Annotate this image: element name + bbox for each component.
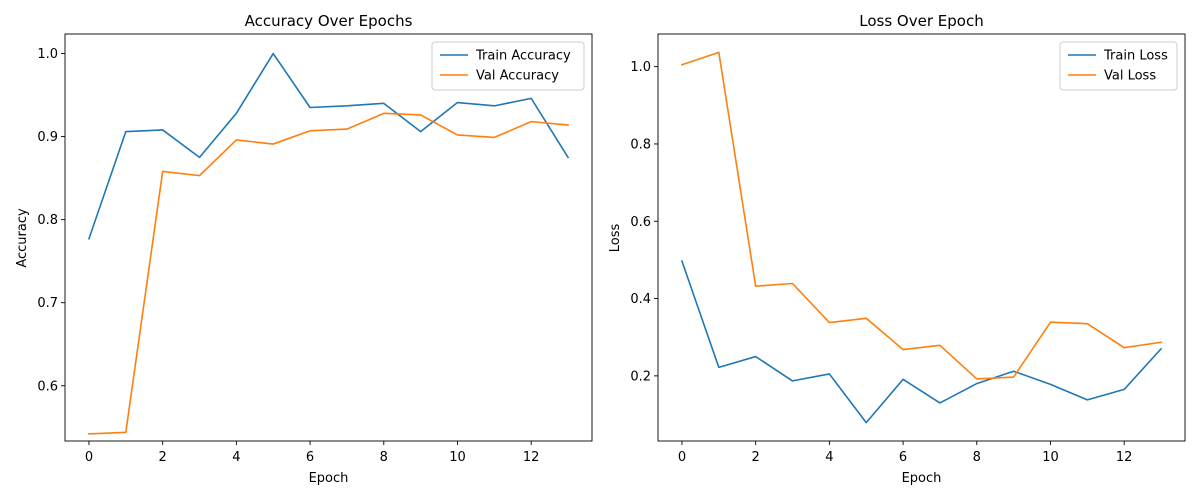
legend-box [1059, 41, 1178, 91]
y-tick-label: 0.7 [37, 296, 58, 311]
legend: Train Accuracy Val Accuracy [431, 41, 585, 91]
y-tick-label: 0.6 [37, 379, 58, 394]
x-tick-label: 4 [232, 450, 240, 465]
x-tick-label: 10 [1042, 450, 1059, 465]
series-line [680, 260, 1163, 424]
y-tick-label: 1.0 [37, 47, 58, 62]
series-line [87, 52, 570, 240]
x-tick-label: 8 [380, 450, 388, 465]
y-axis-label: Accuracy [15, 208, 30, 268]
chart-title: Accuracy Over Epochs [245, 12, 413, 30]
x-tick-label: 10 [449, 450, 466, 465]
legend-entry: Val Accuracy [476, 69, 559, 84]
y-tick-label: 0.8 [37, 213, 58, 228]
chart-title: Loss Over Epoch [859, 12, 983, 30]
y-tick-label: 1.0 [630, 60, 651, 75]
x-tick-label: 12 [1116, 450, 1133, 465]
loss-chart: Loss Over Epoch Epoch Loss 0 2 4 6 8 10 12 0.2 0… [608, 12, 1186, 486]
x-tick-label: 2 [752, 450, 760, 465]
y-axis-label: Loss [608, 224, 623, 253]
accuracy-chart: Accuracy Over Epochs Epoch Accuracy 0 2 4 6… [15, 12, 593, 486]
y-tick-label: 0.9 [37, 130, 58, 145]
x-tick-label: 0 [85, 450, 93, 465]
axes-frame [64, 33, 593, 442]
legend-box [431, 41, 585, 91]
x-tick-label: 6 [306, 450, 314, 465]
x-axis-label: Epoch [309, 471, 349, 486]
x-axis-label: Epoch [902, 471, 942, 486]
y-tick-label: 0.4 [630, 292, 651, 307]
legend-entry: Train Loss [1103, 49, 1168, 64]
axes-frame [657, 33, 1186, 442]
x-tick-label: 6 [899, 450, 907, 465]
y-tick-label: 0.6 [630, 215, 651, 230]
x-tick-label: 8 [973, 450, 981, 465]
y-tick-label: 0.2 [630, 369, 651, 384]
x-tick-label: 4 [825, 450, 833, 465]
legend-entry: Val Loss [1104, 69, 1156, 84]
y-tick-label: 0.8 [630, 137, 651, 152]
series-line [680, 51, 1162, 380]
legend: Train Loss Val Loss [1059, 41, 1178, 91]
x-tick-label: 0 [678, 450, 686, 465]
x-tick-label: 12 [523, 450, 540, 465]
legend-entry: Train Accuracy [475, 49, 571, 64]
series-line [88, 112, 569, 435]
x-tick-label: 2 [159, 450, 167, 465]
